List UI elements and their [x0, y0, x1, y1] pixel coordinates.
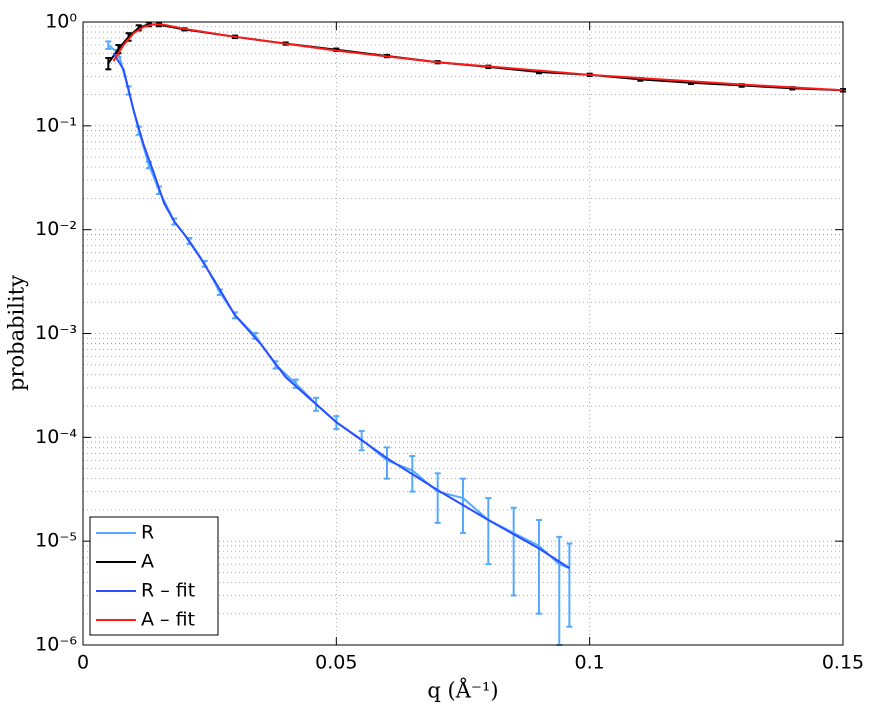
plot-frame — [82, 21, 844, 646]
legend-label: A — [141, 551, 154, 573]
legend-label: R — [141, 522, 154, 544]
y-tick-label: 10⁻⁶ — [35, 634, 77, 656]
error-bar — [556, 535, 563, 646]
y-tick-label: 10⁻⁴ — [35, 426, 77, 448]
legend-label: R – fit — [141, 580, 195, 602]
error-bar — [566, 542, 573, 628]
error-bar — [510, 506, 517, 597]
x-tick-label: 0.15 — [822, 652, 864, 674]
error-bar — [105, 57, 112, 71]
x-axis-label: q (Å⁻¹) — [427, 678, 498, 703]
error-bar — [536, 518, 542, 615]
y-tick-label: 10⁻¹ — [35, 114, 77, 136]
x-tick-label: 0.1 — [575, 652, 605, 674]
x-tick-label: 0 — [77, 652, 89, 674]
series-line — [112, 52, 570, 569]
y-tick-label: 10⁻² — [35, 218, 77, 240]
error-bar — [434, 472, 441, 524]
series-line — [112, 23, 844, 92]
y-tick-label: 10⁻⁵ — [35, 530, 77, 552]
y-axis-label: probability — [5, 275, 29, 391]
legend-label: A – fit — [141, 609, 195, 631]
y-tick-label: 10⁻³ — [35, 322, 77, 344]
series-line — [107, 44, 570, 570]
error-bar — [384, 446, 390, 480]
error-bar — [485, 497, 492, 566]
y-tick-label: 10⁰ — [45, 11, 77, 33]
x-tick-label: 0.05 — [315, 652, 357, 674]
legend-box — [89, 516, 219, 636]
